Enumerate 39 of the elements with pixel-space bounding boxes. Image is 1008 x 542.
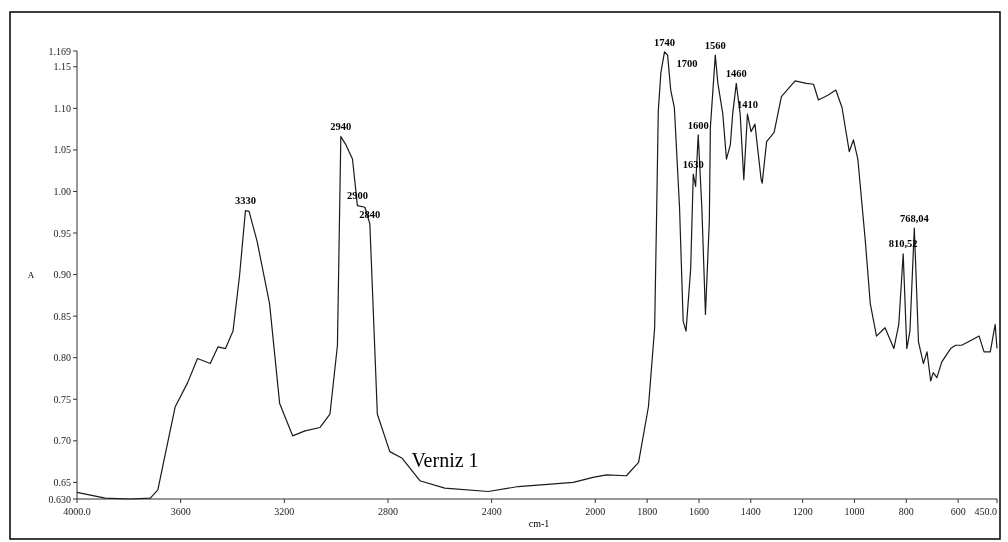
y-tick-label: 1.169	[48, 45, 71, 57]
y-tick-label: 0.70	[53, 435, 71, 447]
x-tick-label: 1800	[637, 506, 658, 517]
y-tick-label: 0.95	[53, 227, 71, 239]
annotation: 3330	[234, 195, 256, 207]
annotation: 2940	[330, 121, 352, 133]
x-tick-label: 4000.0	[63, 506, 91, 517]
x-tick-label: 1600	[688, 506, 709, 517]
annotation: 1740	[654, 36, 675, 48]
x-tick-label: 3600	[170, 506, 191, 517]
x-tick-label: 3200	[274, 506, 295, 517]
y-tick-label: 1.15	[53, 61, 71, 73]
x-axis-title: cm-1	[528, 518, 550, 529]
line-series	[76, 51, 998, 500]
annotation: 768,04	[899, 212, 930, 224]
x-tick-label: 1200	[792, 506, 813, 517]
y-tick-label: 0.80	[53, 352, 71, 364]
x-tick-label: 800	[898, 506, 914, 517]
annotation: 1600	[687, 119, 709, 131]
x-tick-label: 1000	[844, 506, 865, 517]
annotation: Verniz 1	[411, 449, 479, 471]
y-tick-label: 1.00	[53, 185, 71, 197]
y-tick-label: 0.90	[53, 269, 71, 281]
y-tick-label: 0.65	[53, 476, 71, 488]
y-axis-title: A	[27, 270, 35, 280]
annotation: 1700	[676, 57, 698, 69]
annotation: 1460	[725, 68, 747, 80]
y-tick-label: 1.05	[53, 144, 71, 156]
x-tick-label: 2000	[585, 506, 606, 517]
x-tick-label: 450.0	[974, 506, 997, 517]
y-tick-label: 0.75	[53, 393, 71, 405]
annotation: 1560	[704, 39, 726, 51]
x-tick-label: 2800	[377, 506, 398, 517]
x-tick-label: 600	[950, 506, 966, 517]
y-tick-label: 1.10	[53, 102, 71, 114]
y-tick-label: 0.630	[48, 493, 71, 505]
y-tick-label: 0.85	[53, 310, 71, 322]
x-tick-label: 2400	[481, 506, 502, 517]
x-tick-label: 1400	[740, 506, 761, 517]
